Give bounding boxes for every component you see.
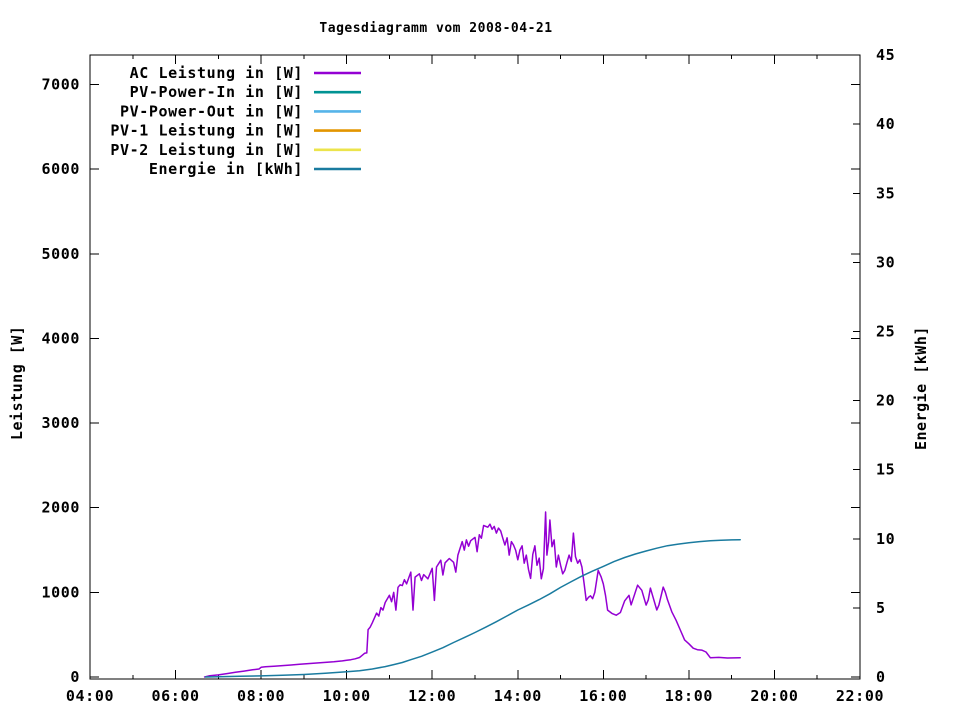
y-left-tick-label: 3000 — [41, 414, 80, 432]
x-tick-label: 08:00 — [237, 687, 285, 705]
x-tick-label: 18:00 — [665, 687, 713, 705]
legend-label: Energie in [kWh] — [149, 160, 303, 178]
y-right-tick-label: 10 — [876, 530, 895, 548]
y-left-tick-label: 7000 — [41, 76, 80, 94]
y-left-tick-label: 4000 — [41, 329, 80, 347]
y-left-tick-label: 0 — [70, 668, 80, 686]
x-tick-label: 16:00 — [579, 687, 627, 705]
chart-title: Tagesdiagramm vom 2008-04-21 — [319, 21, 553, 36]
series-line — [204, 539, 741, 678]
y-left-tick-label: 2000 — [41, 499, 80, 517]
x-tick-label: 04:00 — [66, 687, 114, 705]
legend-label: PV-1 Leistung in [W] — [110, 122, 303, 140]
x-tick-label: 06:00 — [151, 687, 199, 705]
y-right-tick-label: 35 — [876, 184, 895, 202]
y-left-tick-label: 1000 — [41, 583, 80, 601]
legend-label: PV-2 Leistung in [W] — [110, 141, 303, 159]
y-right-tick-label: 15 — [876, 461, 895, 479]
y-left-tick-label: 6000 — [41, 160, 80, 178]
legend-label: PV-Power-Out in [W] — [120, 102, 303, 120]
y-right-tick-label: 0 — [876, 668, 886, 686]
y-right-tick-label: 5 — [876, 599, 886, 617]
x-tick-label: 14:00 — [494, 687, 542, 705]
y-right-tick-label: 40 — [876, 115, 895, 133]
y-left-tick-label: 5000 — [41, 245, 80, 263]
y-right-tick-label: 30 — [876, 253, 895, 271]
legend-label: PV-Power-In in [W] — [130, 83, 303, 101]
y-right-tick-label: 45 — [876, 46, 895, 64]
series-line — [203, 511, 741, 678]
y-right-tick-label: 25 — [876, 323, 895, 341]
legend-label: AC Leistung in [W] — [130, 64, 303, 82]
x-tick-label: 12:00 — [408, 687, 456, 705]
x-tick-label: 10:00 — [323, 687, 371, 705]
x-tick-label: 22:00 — [836, 687, 884, 705]
y-right-tick-label: 20 — [876, 392, 895, 410]
x-tick-label: 20:00 — [750, 687, 798, 705]
